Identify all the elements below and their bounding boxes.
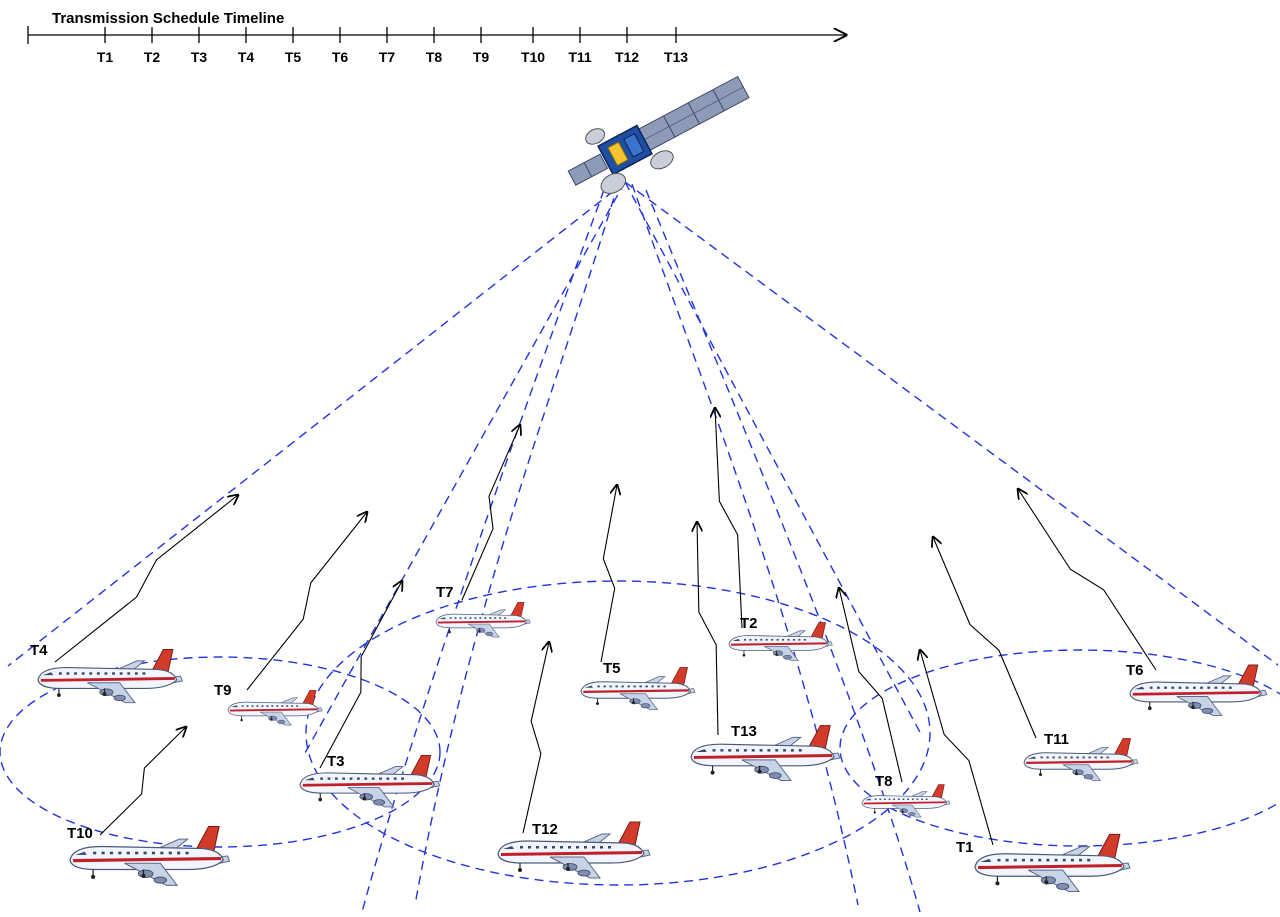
uplink-arrow (246, 512, 367, 691)
timeline-tick-label: T7 (379, 49, 396, 65)
aircraft-t7: T7 (435, 584, 531, 638)
aircraft-t1: T1 (956, 833, 1131, 893)
airplane-icon (69, 825, 231, 886)
timeline: Transmission Schedule Timeline T1 T2 T3 T4 T… (27, 10, 846, 65)
beam-spot-center (305, 580, 931, 886)
timeline-title: Transmission Schedule Timeline (52, 10, 284, 27)
aircraft-label: T11 (1044, 731, 1069, 748)
timeline-tick-label: T3 (191, 49, 208, 65)
uplink-arrow (715, 408, 743, 629)
satellite-icon (567, 75, 750, 194)
aircraft-label: T3 (327, 753, 345, 770)
aircraft-t6: T6 (1126, 662, 1268, 716)
uplink-arrow (920, 650, 994, 846)
airplane-icon (435, 602, 531, 638)
aircraft-label: T4 (30, 642, 48, 659)
timeline-ticks: T1 T2 T3 T4 T5 T6 T7 T8 T9 T10 T11 T12 T13 (97, 27, 688, 65)
aircraft-label: T6 (1126, 662, 1144, 679)
aircraft-label: T5 (603, 660, 621, 677)
aircraft-label: T8 (875, 773, 893, 790)
timeline-tick-label: T2 (144, 49, 161, 65)
aircraft-group: T4 T9 T10 T3 T7 T5 T12 T2 T13 T8 T1 T11 T6 (30, 584, 1268, 893)
uplink-arrow (1018, 489, 1157, 671)
uplink-arrow (600, 485, 617, 663)
uplink-arrow (319, 581, 402, 769)
aircraft-t4: T4 (30, 642, 184, 704)
timeline-tick-label: T5 (285, 49, 302, 65)
airplane-icon (580, 667, 696, 710)
airplane-icon (1129, 664, 1268, 716)
aircraft-label: T9 (214, 682, 232, 699)
uplink-arrow (522, 642, 549, 834)
aircraft-t13: T13 (690, 723, 841, 781)
timeline-tick-label: T1 (97, 49, 114, 65)
uplink-arrows (54, 408, 1157, 846)
beam-line (624, 181, 1279, 666)
airplane-icon (974, 833, 1131, 893)
uplink-arrow (933, 537, 1037, 739)
airplane-icon (227, 690, 323, 726)
timeline-tick-label: T9 (473, 49, 490, 65)
uplink-arrow (54, 495, 238, 663)
airplane-icon (690, 725, 841, 781)
uplink-arrow (461, 425, 520, 601)
beam-line (361, 189, 605, 913)
aircraft-t5: T5 (580, 660, 696, 710)
airplane-icon (861, 784, 951, 818)
uplink-arrow (99, 727, 186, 836)
airplane-icon (299, 754, 441, 808)
beam-line (414, 183, 619, 906)
timeline-tick-label: T13 (664, 49, 688, 65)
beam-cone-lines (7, 181, 1279, 913)
timeline-tick-label: T12 (615, 49, 639, 65)
aircraft-label: T13 (731, 723, 757, 740)
airplane-icon (728, 622, 833, 662)
aircraft-t8: T8 (861, 773, 951, 818)
aircraft-label: T12 (532, 821, 558, 838)
aircraft-label: T2 (740, 615, 758, 632)
aircraft-t10: T10 (67, 825, 231, 886)
airplane-icon (37, 649, 184, 704)
timeline-tick-label: T8 (426, 49, 443, 65)
aircraft-t11: T11 (1023, 731, 1139, 781)
aircraft-label: T7 (436, 584, 454, 601)
beam-line (645, 189, 921, 913)
beam-line (631, 183, 859, 906)
coverage-beams (0, 580, 1280, 886)
aircraft-t3: T3 (299, 753, 441, 808)
airplane-icon (497, 821, 651, 879)
beam-spot-right (839, 649, 1280, 847)
beam-spot-left (0, 656, 441, 848)
beam-line (304, 181, 626, 754)
aircraft-label: T10 (67, 825, 93, 842)
aircraft-t9: T9 (214, 682, 323, 726)
timeline-tick-label: T11 (568, 49, 592, 65)
aircraft-t12: T12 (497, 821, 651, 879)
timeline-tick-label: T4 (238, 49, 255, 65)
aircraft-t2: T2 (728, 615, 833, 662)
aircraft-label: T1 (956, 839, 974, 856)
airplane-icon (1023, 738, 1139, 781)
timeline-tick-label: T10 (521, 49, 545, 65)
uplink-arrow (839, 588, 903, 783)
uplink-arrow (697, 522, 719, 736)
beam-line (7, 181, 626, 667)
timeline-tick-label: T6 (332, 49, 349, 65)
